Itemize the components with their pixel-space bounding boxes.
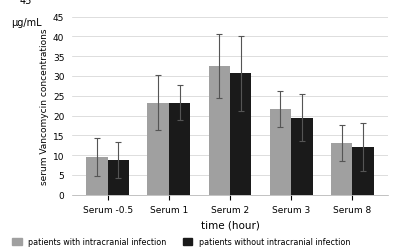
Bar [270,110,291,195]
X-axis label: time (hour): time (hour) [200,219,260,229]
Y-axis label: serum Vancomycin concentrations: serum Vancomycin concentrations [40,28,49,184]
Legend: patients with intracranial infection, patients without intracranial infection: patients with intracranial infection, pa… [12,237,350,246]
Bar [86,157,108,195]
Bar [108,160,129,195]
Bar [291,118,312,195]
Bar [352,148,374,195]
Bar [230,74,251,195]
Bar [331,144,352,195]
Bar [209,67,230,195]
Text: µg/mL: µg/mL [11,18,42,28]
Bar [148,103,169,195]
Bar [169,103,190,195]
Text: 45: 45 [19,0,32,6]
